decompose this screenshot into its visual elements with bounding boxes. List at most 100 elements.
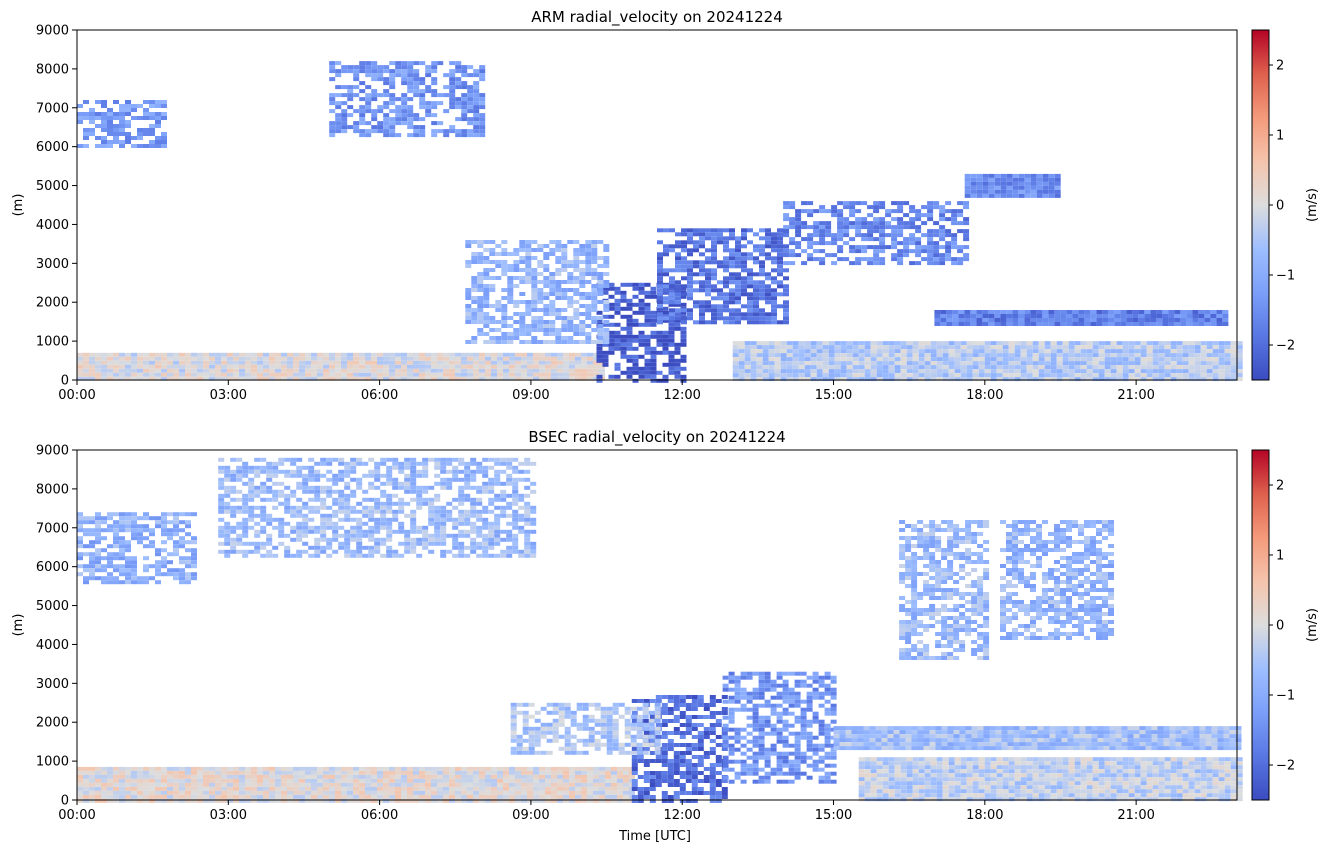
heatmap-cell	[287, 357, 293, 361]
heatmap-cell	[997, 789, 1003, 793]
heatmap-cell	[1153, 357, 1159, 361]
heatmap-cell	[639, 311, 645, 315]
heatmap-cell	[329, 125, 335, 129]
heatmap-cell	[597, 284, 603, 288]
heatmap-cell	[889, 757, 895, 761]
heatmap-cell	[509, 771, 515, 775]
heatmap-cell	[775, 357, 781, 361]
heatmap-cell	[173, 361, 179, 365]
heatmap-cell	[1055, 174, 1061, 178]
heatmap-cell	[711, 316, 717, 320]
heatmap-cell	[473, 105, 479, 109]
heatmap-cell	[909, 221, 915, 225]
heatmap-cell	[961, 345, 967, 349]
heatmap-cell	[407, 357, 413, 361]
heatmap-cell	[711, 288, 717, 292]
heatmap-cell	[539, 357, 545, 361]
heatmap-cell	[537, 248, 543, 252]
heatmap-cell	[747, 304, 753, 308]
heatmap-cell	[1129, 793, 1135, 797]
heatmap-cell	[519, 312, 525, 316]
heatmap-cell	[971, 178, 977, 182]
heatmap-cell	[1171, 365, 1177, 369]
heatmap-cell	[395, 65, 401, 69]
heatmap-cell	[413, 353, 419, 357]
heatmap-cell	[1015, 349, 1021, 353]
heatmap-cell	[1102, 310, 1108, 314]
heatmap-cell	[873, 217, 879, 221]
heatmap-cell	[771, 280, 777, 284]
heatmap-cell	[657, 264, 663, 268]
x-tick-label: 18:00	[966, 388, 1003, 403]
heatmap-cell	[1123, 353, 1129, 357]
heatmap-cell	[1049, 190, 1055, 194]
heatmap-cell	[563, 353, 569, 357]
heatmap-cell	[389, 97, 395, 101]
heatmap-cell	[895, 361, 901, 365]
heatmap-cell	[687, 288, 693, 292]
heatmap-cell	[389, 129, 395, 133]
heatmap-cell	[1090, 314, 1096, 318]
heatmap-cell	[945, 217, 951, 221]
heatmap-cell	[197, 795, 203, 799]
heatmap-cell	[1141, 765, 1147, 769]
heatmap-cell	[705, 280, 711, 284]
heatmap-cell	[483, 316, 489, 320]
heatmap-cell	[483, 248, 489, 252]
heatmap-cell	[1045, 361, 1051, 365]
heatmap-cell	[627, 307, 633, 311]
heatmap-cell	[831, 253, 837, 257]
heatmap-cell	[281, 369, 287, 373]
heatmap-cell	[311, 775, 317, 779]
heatmap-cell	[621, 295, 627, 299]
heatmap-cell	[125, 775, 131, 779]
heatmap-cell	[705, 232, 711, 236]
heatmap-cell	[979, 761, 985, 765]
heatmap-cell	[621, 291, 627, 295]
heatmap-cell	[1177, 353, 1183, 357]
heatmap-cell	[341, 767, 347, 771]
heatmap-cell	[1204, 318, 1210, 322]
heatmap-cell	[1096, 314, 1102, 318]
heatmap-cell	[329, 365, 335, 369]
heatmap-cell	[347, 365, 353, 369]
heatmap-cell	[1117, 761, 1123, 765]
heatmap-cell	[347, 69, 353, 73]
heatmap-cell	[341, 373, 347, 377]
heatmap-cell	[961, 785, 967, 789]
heatmap-cell	[1159, 781, 1165, 785]
heatmap-cell	[107, 357, 113, 361]
heatmap-cell	[287, 783, 293, 787]
heatmap-cell	[777, 252, 783, 256]
heatmap-cell	[551, 369, 557, 373]
heatmap-cell	[519, 300, 525, 304]
heatmap-cell	[527, 365, 533, 369]
heatmap-cell	[735, 244, 741, 248]
heatmap-cell	[891, 253, 897, 257]
heatmap-cell	[149, 791, 155, 795]
heatmap-cell	[569, 369, 575, 373]
heatmap-cell	[603, 304, 609, 308]
heatmap-cell	[525, 252, 531, 256]
heatmap-cell	[585, 256, 591, 260]
heatmap-cell	[621, 335, 627, 339]
heatmap-cell	[537, 324, 543, 328]
heatmap-cell	[1201, 353, 1207, 357]
heatmap-cell	[1031, 186, 1037, 190]
heatmap-cell	[215, 767, 221, 771]
heatmap-cell	[555, 240, 561, 244]
heatmap-cell	[83, 791, 89, 795]
heatmap-cell	[1069, 781, 1075, 785]
heatmap-cell	[401, 93, 407, 97]
heatmap-cell	[1207, 349, 1213, 353]
heatmap-cell	[533, 365, 539, 369]
heatmap-cell	[997, 785, 1003, 789]
heatmap-cell	[955, 349, 961, 353]
heatmap-cell	[1159, 349, 1165, 353]
heatmap-cell	[563, 365, 569, 369]
heatmap-cell	[353, 767, 359, 771]
heatmap-cell	[455, 795, 461, 799]
heatmap-cell	[739, 369, 745, 373]
heatmap-cell	[919, 769, 925, 773]
heatmap-cell	[575, 373, 581, 377]
